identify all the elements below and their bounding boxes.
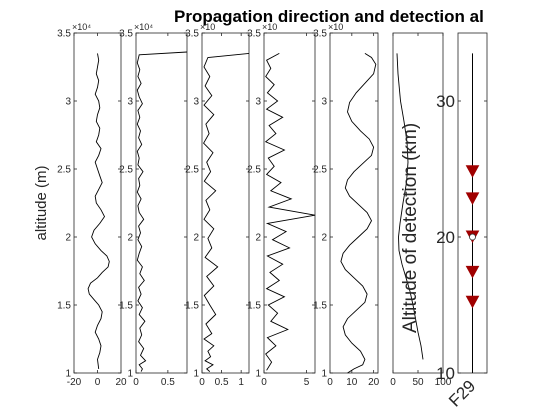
x-tick-label: 0	[199, 377, 205, 388]
axes-p3: 1 1.5 2 2.5 3 3.5×10 0 0.5 1	[185, 22, 250, 388]
y-tick-label: 1	[127, 369, 133, 380]
x-tick-label: 10	[346, 377, 358, 388]
y-tick-label: 1	[255, 369, 261, 380]
y-tick-label: 1.5	[185, 301, 199, 312]
y-exponent-label: ×10	[328, 22, 343, 32]
y-tick-label: 2	[65, 233, 71, 244]
y-tick-label: 2	[255, 233, 261, 244]
x-tick-label: 5	[304, 377, 310, 388]
axes-p6: 0 50 100 Altitude of detection (km)	[390, 32, 452, 388]
axes-p4: 1 1.5 2 2.5 3 3.5×10 0 5	[247, 22, 316, 388]
series-line-p6	[396, 53, 424, 360]
y-tick-label: 3	[255, 97, 261, 108]
y-tick-label: 3.5	[247, 29, 261, 40]
y-exponent-label: ×10⁴	[134, 22, 153, 32]
x-tick-label: 0	[95, 377, 101, 388]
series-line-p2	[136, 51, 188, 372]
series-line-p3	[203, 52, 250, 372]
y-tick-label: 1.5	[313, 301, 327, 312]
detection-center-marker	[469, 233, 476, 241]
y-tick-label: 1.5	[247, 301, 261, 312]
y-tick-label: 3.5	[185, 29, 199, 40]
y-tick-label: 10	[436, 364, 455, 383]
series-line-p4	[264, 53, 316, 371]
x-tick-label: 20	[368, 377, 380, 388]
y-tick-label: 2	[193, 233, 199, 244]
y-tick-label: 2	[127, 233, 133, 244]
y-tick-label: 2.5	[119, 165, 133, 176]
y-tick-label: 1.5	[119, 301, 133, 312]
chart-title: Propagation direction and detection al	[174, 7, 484, 26]
x-tick-label: 0	[327, 377, 333, 388]
y-exponent-label: ×10⁴	[72, 22, 91, 32]
x-tick-label: 100	[435, 377, 452, 388]
y-tick-label: 20	[436, 228, 455, 247]
y-tick-label: 3	[65, 97, 71, 108]
x-tick-label: -20	[67, 377, 82, 388]
detection-marker	[465, 165, 480, 178]
axes-frame-p3	[201, 32, 250, 374]
y-tick-label: 3.5	[313, 29, 327, 40]
axes-p5: 1 1.5 2 2.5 3 3.5×10 0 10 20	[313, 22, 380, 388]
axes-frame-p2	[135, 32, 188, 374]
y-tick-label: 30	[436, 92, 455, 111]
y-tick-label: 3	[127, 97, 133, 108]
series-line-p1	[87, 53, 110, 369]
axes-p1: 1 1.5 2 2.5 3 3.5×10⁴ -20 0 20 altitude (m)	[33, 22, 127, 388]
y-tick-label: 3	[193, 97, 199, 108]
x-tick-label: 0	[261, 377, 267, 388]
x-tick-label: 0.5	[161, 377, 175, 388]
y-tick-label: 1	[65, 369, 71, 380]
y-tick-label: 3.5	[57, 29, 71, 40]
y-tick-label: 2.5	[313, 165, 327, 176]
y-tick-label: 1.5	[57, 301, 71, 312]
y-axis-label: altitude (m)	[33, 165, 50, 240]
y-tick-label: 2.5	[185, 165, 199, 176]
x-tick-label: 0	[390, 377, 396, 388]
detection-marker	[465, 265, 480, 279]
axes-frame-p5	[329, 32, 379, 374]
y-axis-label: Altitude of detection (km)	[400, 123, 421, 333]
y-tick-label: 1	[193, 369, 199, 380]
y-exponent-label: ×10	[200, 22, 215, 32]
y-tick-label: 3	[321, 97, 327, 108]
x-tick-label: 1	[238, 377, 244, 388]
axes-frame-p1	[73, 32, 122, 374]
x-tick-label: 0.5	[215, 377, 229, 388]
axes-frame-p4	[263, 32, 316, 374]
y-tick-label: 2.5	[57, 165, 71, 176]
y-tick-label: 2.5	[247, 165, 261, 176]
detection-marker	[465, 295, 480, 309]
y-exponent-label: ×10	[262, 22, 277, 32]
series-line-p5	[340, 53, 377, 374]
y-tick-label: 1	[321, 369, 327, 380]
axes-p2: 1 1.5 2 2.5 3 3.5×10⁴ 0 0.5	[119, 22, 188, 388]
x-tick-label: 20	[115, 377, 127, 388]
y-tick-label: 2	[321, 233, 327, 244]
detection-marker	[465, 192, 480, 205]
x-tick-label: 50	[412, 377, 424, 388]
y-tick-label: 3.5	[119, 29, 133, 40]
x-tick-label: 0	[133, 377, 139, 388]
